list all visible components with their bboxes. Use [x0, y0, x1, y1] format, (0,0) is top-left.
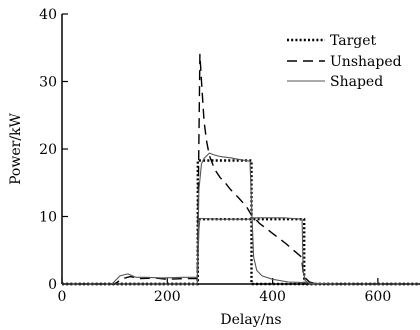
- y-tick-label: 0: [48, 277, 57, 293]
- y-tick-label: 20: [39, 142, 57, 158]
- legend-label-unshaped: Unshaped: [330, 54, 402, 70]
- series-line-shaped-1: [62, 152, 420, 285]
- legend: Target Unshaped Shaped: [287, 33, 402, 90]
- x-tick-label: 600: [365, 289, 392, 305]
- y-axis-label: Power/kW: [8, 112, 24, 184]
- y-tick-label: 10: [39, 210, 57, 226]
- legend-label-target: Target: [330, 33, 377, 49]
- series-line-shaped-2: [62, 217, 420, 285]
- y-tick-label: 30: [39, 75, 57, 91]
- y-tick-label: 40: [39, 7, 57, 23]
- legend-label-shaped: Shaped: [330, 74, 383, 90]
- series-layer: [62, 53, 420, 286]
- series-line-target-2: [62, 217, 420, 286]
- x-axis-label: Delay/ns: [220, 312, 281, 328]
- x-tick-label: 200: [154, 289, 181, 305]
- x-tick-label: 400: [259, 289, 286, 305]
- x-tick-label: 0: [58, 289, 67, 305]
- series-line-target-1: [62, 159, 420, 286]
